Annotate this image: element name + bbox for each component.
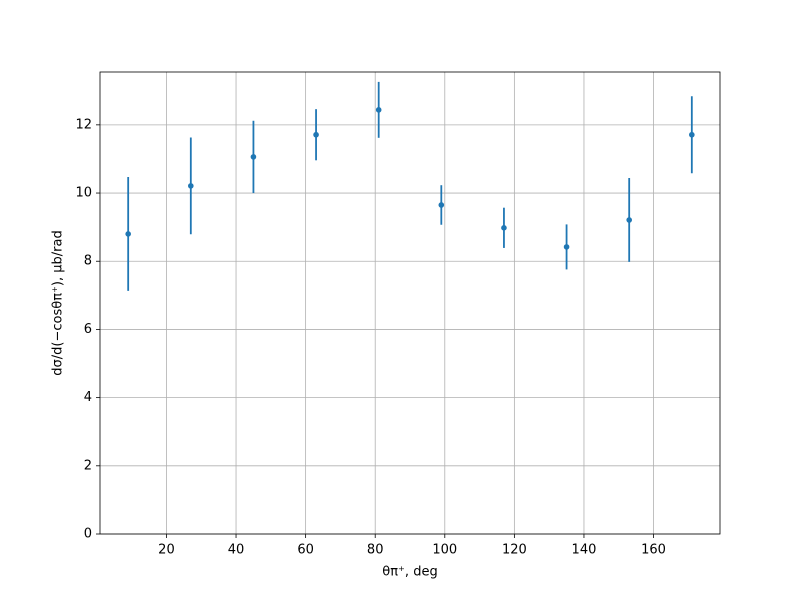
x-tick-label: 100: [432, 543, 457, 558]
data-point: [689, 131, 695, 138]
data-point: [313, 131, 319, 138]
data-point: [188, 183, 194, 189]
y-tick-label: 8: [84, 254, 92, 269]
x-tick-label: 40: [228, 543, 245, 558]
x-tick-label: 140: [572, 543, 597, 558]
plot-frame: [99, 71, 721, 535]
data-point: [125, 231, 131, 237]
y-tick-label: 6: [84, 322, 92, 337]
y-tick-label: 4: [84, 390, 92, 405]
x-tick-label: 120: [502, 543, 527, 558]
x-axis-label: θπ⁺, deg: [382, 565, 437, 580]
data-point: [250, 154, 257, 160]
data-point: [626, 217, 632, 223]
data-point: [438, 202, 445, 208]
y-tick-label: 0: [84, 527, 92, 542]
data-point: [375, 107, 382, 113]
y-tick-label: 2: [84, 458, 92, 473]
data-point: [501, 225, 507, 231]
x-tick-label: 160: [641, 543, 666, 558]
y-tick-label: 10: [75, 186, 92, 201]
data-point: [563, 244, 570, 250]
x-tick-label: 20: [158, 543, 175, 558]
y-axis-label: dσ/d(−cosθπ⁺), μb/rad: [51, 230, 66, 375]
y-tick-label: 12: [75, 117, 92, 132]
x-tick-label: 60: [297, 543, 314, 558]
x-tick-label: 80: [367, 543, 384, 558]
